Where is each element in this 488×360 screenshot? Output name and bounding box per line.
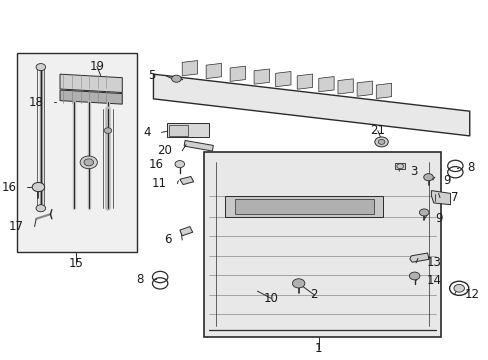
Circle shape — [171, 75, 181, 82]
Text: 6: 6 — [164, 234, 171, 247]
Circle shape — [396, 164, 403, 169]
Polygon shape — [184, 140, 213, 151]
Polygon shape — [60, 74, 122, 93]
Text: 20: 20 — [157, 144, 171, 157]
Polygon shape — [430, 190, 449, 205]
Polygon shape — [153, 74, 469, 136]
Polygon shape — [318, 77, 333, 92]
Circle shape — [292, 279, 304, 288]
Bar — [203, 152, 440, 337]
Polygon shape — [409, 253, 428, 262]
Polygon shape — [206, 63, 221, 78]
Circle shape — [175, 161, 184, 168]
Circle shape — [377, 139, 384, 144]
Circle shape — [408, 272, 419, 280]
Text: 13: 13 — [426, 256, 441, 269]
Text: 14: 14 — [426, 274, 441, 287]
Text: 12: 12 — [464, 288, 479, 301]
Text: 15: 15 — [68, 257, 83, 270]
Text: 4: 4 — [143, 126, 151, 139]
Text: 9: 9 — [434, 212, 442, 225]
Circle shape — [32, 183, 44, 192]
Circle shape — [374, 137, 387, 147]
Polygon shape — [254, 69, 269, 84]
Polygon shape — [182, 60, 197, 76]
Text: 16: 16 — [2, 181, 17, 194]
Bar — [234, 199, 373, 213]
Text: 17: 17 — [9, 220, 24, 233]
Text: 18: 18 — [28, 96, 43, 109]
Polygon shape — [60, 90, 122, 104]
Text: 8: 8 — [136, 273, 143, 286]
Text: 3: 3 — [409, 165, 416, 178]
Circle shape — [419, 209, 428, 216]
Circle shape — [104, 128, 112, 134]
Polygon shape — [376, 83, 391, 99]
Polygon shape — [230, 66, 245, 81]
Text: 8: 8 — [467, 161, 474, 174]
Text: 19: 19 — [89, 60, 104, 73]
Circle shape — [453, 284, 464, 292]
Text: 1: 1 — [314, 342, 322, 355]
Circle shape — [84, 159, 93, 166]
Circle shape — [423, 174, 432, 181]
Bar — [166, 123, 208, 137]
Polygon shape — [180, 226, 192, 236]
Circle shape — [80, 156, 97, 169]
Text: 5: 5 — [148, 69, 156, 82]
Polygon shape — [356, 81, 372, 96]
Polygon shape — [275, 72, 290, 87]
Text: 7: 7 — [449, 191, 457, 204]
Text: 16: 16 — [149, 158, 163, 171]
Bar — [17, 53, 137, 252]
Polygon shape — [297, 74, 312, 89]
Text: 21: 21 — [369, 124, 385, 137]
Polygon shape — [337, 79, 352, 94]
Text: 10: 10 — [263, 292, 278, 305]
Text: 2: 2 — [309, 288, 317, 301]
Polygon shape — [395, 163, 404, 170]
Bar — [168, 125, 187, 136]
Bar — [225, 196, 383, 217]
Text: 9: 9 — [443, 174, 450, 186]
Circle shape — [36, 205, 45, 212]
Text: 11: 11 — [152, 177, 166, 190]
Polygon shape — [180, 176, 193, 185]
Circle shape — [36, 64, 45, 71]
